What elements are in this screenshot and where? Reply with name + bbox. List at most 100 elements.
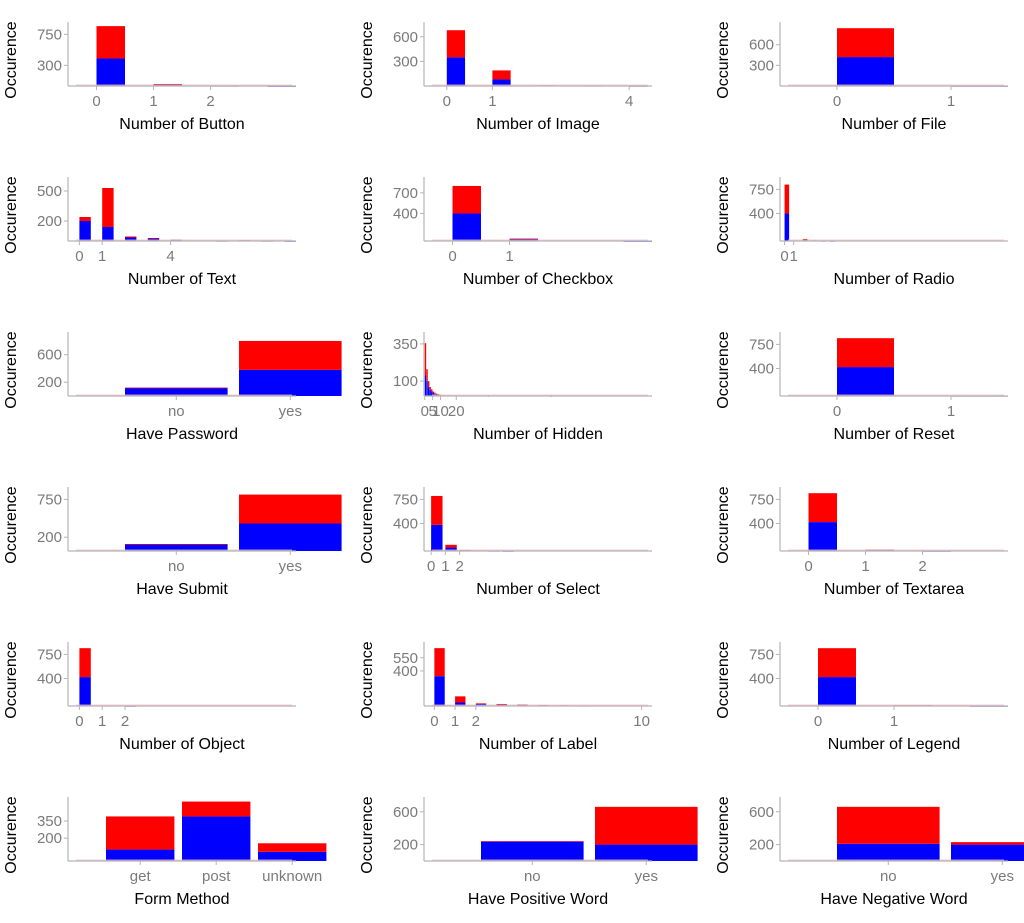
bar-blue <box>432 393 435 396</box>
y-axis-title: Occurence <box>715 21 732 98</box>
y-tick-label: 200 <box>37 213 62 230</box>
y-tick-label: 600 <box>393 804 418 821</box>
bar-red <box>784 184 790 214</box>
bar-red <box>455 696 466 703</box>
x-axis-title: Number of Image <box>476 116 600 133</box>
x-tick-label: 2 <box>455 558 463 575</box>
bar-blue <box>106 849 175 861</box>
bar-blue <box>79 677 91 706</box>
y-tick-label: 750 <box>749 646 774 663</box>
bar-red <box>496 703 507 705</box>
y-tick-label: 200 <box>393 837 418 854</box>
y-axis-title: Occurence <box>715 176 732 253</box>
bar-red <box>125 387 228 389</box>
x-tick-label: 0 <box>833 403 841 420</box>
bar-blue <box>424 375 427 396</box>
x-tick-label: 4 <box>625 93 633 110</box>
x-tick-label: 1 <box>451 713 459 730</box>
bar-blue <box>481 841 584 861</box>
bar-red <box>837 28 894 58</box>
bar-blue <box>784 213 790 241</box>
x-tick-label: 5 <box>428 403 436 420</box>
x-tick-label: 0 <box>75 248 83 265</box>
x-tick-label: 1 <box>488 93 496 110</box>
bar-blue <box>818 677 856 706</box>
bar-red <box>239 494 342 524</box>
chart-panel-7: 200 600 no yes Have Password Occurence <box>3 331 342 443</box>
bar-red <box>808 493 837 523</box>
bar-red <box>481 841 584 842</box>
bar-blue <box>182 816 251 861</box>
bar-blue <box>125 387 228 396</box>
y-tick-label: 400 <box>393 515 418 532</box>
x-tick-label: 1 <box>947 403 955 420</box>
bar-red <box>125 544 228 545</box>
bar-red <box>426 369 428 382</box>
x-tick-label: yes <box>279 403 302 420</box>
x-tick-label: 0 <box>443 93 451 110</box>
bar-red <box>446 30 466 58</box>
x-axis-title: Number of Legend <box>828 736 961 753</box>
x-axis-title: Have Password <box>126 426 238 443</box>
bar-red <box>96 26 125 59</box>
y-tick-label: 200 <box>37 529 62 546</box>
x-axis-title: Number of Textarea <box>824 581 964 598</box>
x-tick-label: 0 <box>814 713 822 730</box>
bar-red <box>435 393 438 395</box>
x-axis-title: Number of File <box>842 116 947 133</box>
y-tick-label: 350 <box>393 336 418 353</box>
y-tick-label: 600 <box>37 347 62 364</box>
bar-blue <box>431 524 443 551</box>
bar-blue <box>258 851 327 861</box>
chart-panel-8: 100 350 0 510 20 Number of Hidden Occurence <box>359 331 652 443</box>
bar-red <box>147 238 160 239</box>
x-axis-title: Have Submit <box>136 581 228 598</box>
bar-red <box>431 389 433 392</box>
bar-red <box>509 238 538 240</box>
chart-panel-6: 400 750 0 1 Number of Radio Occurence <box>715 176 1008 288</box>
x-tick-label: 1 <box>149 93 157 110</box>
x-tick-label: 0 <box>448 248 456 265</box>
x-tick-label: 1 <box>947 93 955 110</box>
y-axis-title: Occurence <box>3 641 20 718</box>
x-tick-label: 10 <box>633 713 650 730</box>
bar-red <box>153 84 182 85</box>
y-tick-label: 750 <box>393 491 418 508</box>
y-axis-title: Occurence <box>359 641 376 718</box>
bar-red <box>79 648 91 678</box>
bar-red <box>427 381 430 388</box>
bar-red <box>182 801 251 817</box>
bar-red <box>102 188 114 227</box>
bar-blue <box>808 522 837 551</box>
bar-blue <box>79 221 91 241</box>
y-axis-title: Occurence <box>359 486 376 563</box>
chart-panel-11: 400 750 0 1 2 Number of Select Occurence <box>359 486 652 598</box>
x-tick-label: 1 <box>861 558 869 575</box>
y-tick-label: 350 <box>37 813 62 830</box>
y-tick-label: 400 <box>393 205 418 222</box>
y-tick-label: 400 <box>749 360 774 377</box>
bar-blue <box>452 213 481 241</box>
y-tick-label: 750 <box>749 181 774 198</box>
bar-red <box>951 842 1024 845</box>
x-tick-label: 2 <box>918 558 926 575</box>
y-axis-title: Occurence <box>359 331 376 408</box>
bar-red <box>431 495 443 525</box>
x-tick-label: 0 <box>427 558 435 575</box>
y-axis-title: Occurence <box>359 176 376 253</box>
bar-blue <box>492 79 511 86</box>
y-tick-label: 200 <box>749 837 774 854</box>
x-tick-label: 0 <box>780 248 788 265</box>
x-axis-title: Number of Object <box>119 736 245 753</box>
chart-panel-9: 400 750 0 1 Number of Reset Occurence <box>715 331 1008 443</box>
x-tick-label: 0 <box>833 93 841 110</box>
y-axis-title: Occurence <box>715 641 732 718</box>
chart-panel-18: 200 600 no yes Have Negative Word Occurence <box>715 796 1024 908</box>
x-tick-label: no <box>168 558 185 575</box>
bar-blue <box>445 547 457 551</box>
x-axis-title: Number of Reset <box>834 426 955 443</box>
x-tick-label: 1 <box>890 713 898 730</box>
x-tick-label: no <box>524 868 541 885</box>
bar-red <box>837 806 940 844</box>
chart-panel-2: 300 600 0 1 4 Number of Image Occurence <box>359 21 652 133</box>
